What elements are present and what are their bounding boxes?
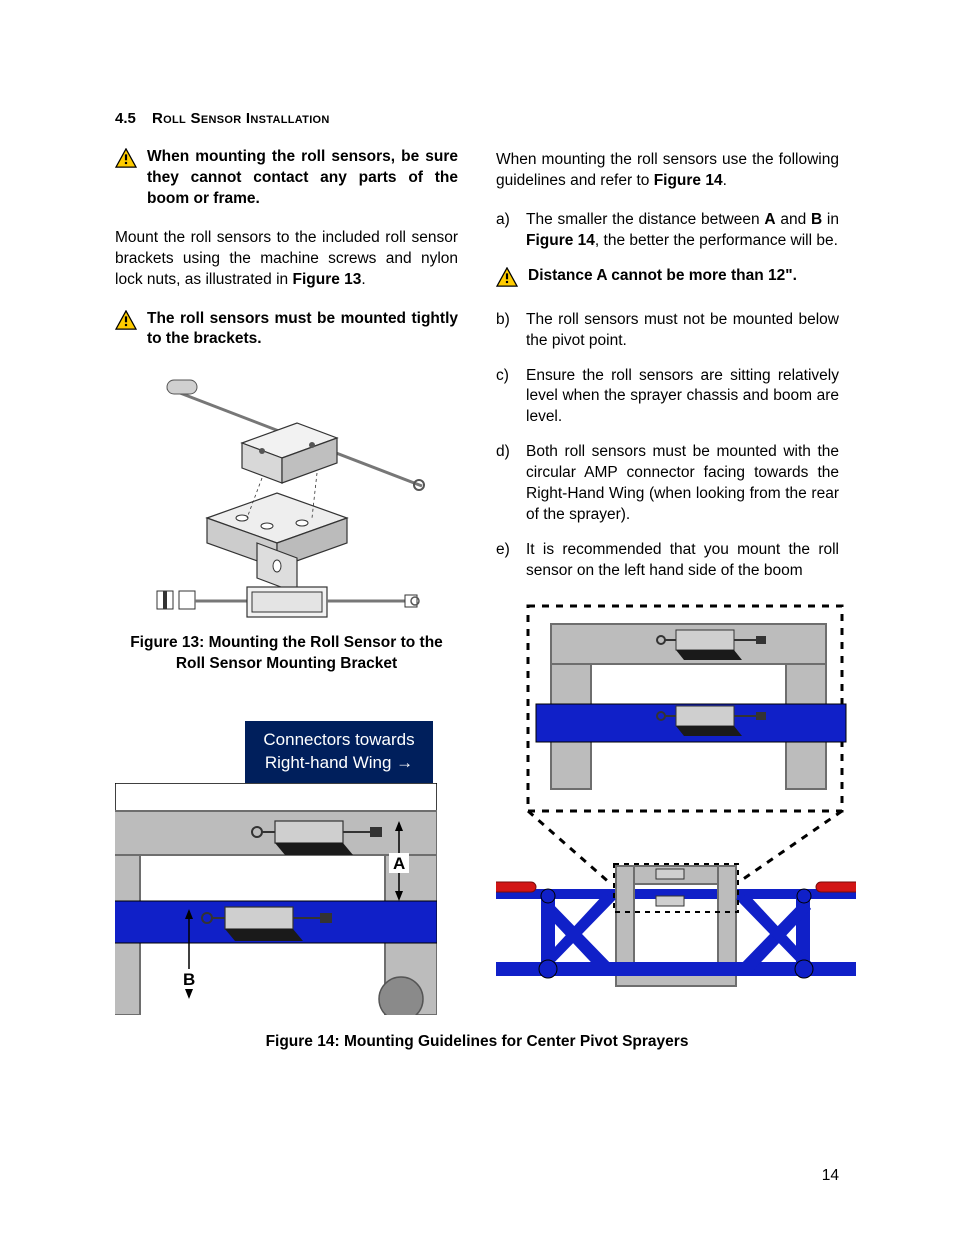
section-heading: 4.5 Roll Sensor Installation (115, 110, 458, 127)
list-item-e: e) It is recommended that you mount the … (496, 540, 839, 582)
list-body: It is recommended that you mount the rol… (526, 540, 839, 582)
warning-2-text: The roll sensors must be mounted tightly… (147, 309, 458, 351)
figure-13-caption: Figure 13: Mounting the Roll Sensor to t… (115, 633, 458, 675)
list-marker: d) (496, 442, 516, 526)
list-body: The smaller the distance between A and B… (526, 210, 839, 252)
list-item-d: d) Both roll sensors must be mounted wit… (496, 442, 839, 526)
list-marker: c) (496, 366, 516, 429)
right-column: When mounting the roll sensors use the f… (496, 110, 839, 1021)
para-text-end: . (361, 271, 365, 288)
figure-13 (115, 368, 458, 623)
figure-ref-14: Figure 14 (654, 172, 723, 189)
right-intro: When mounting the roll sensors use the f… (496, 150, 839, 192)
t: in (822, 211, 839, 228)
list-body: Both roll sensors must be mounted with t… (526, 442, 839, 526)
warning-3: Distance A cannot be more than 12". (496, 266, 839, 292)
list-item-b: b) The roll sensors must not be mounted … (496, 310, 839, 352)
list-body: The roll sensors must not be mounted bel… (526, 310, 839, 352)
list-item-a: a) The smaller the distance between A an… (496, 210, 839, 252)
warning-1: When mounting the roll sensors, be sure … (115, 147, 458, 210)
figure-14-left-detail: A B (115, 783, 458, 1020)
connector-label-line1: Connectors towards (263, 730, 414, 749)
dim-label-b: B (183, 970, 195, 989)
page-number: 14 (822, 1167, 839, 1185)
paragraph-mount: Mount the roll sensors to the included r… (115, 228, 458, 291)
list-marker: a) (496, 210, 516, 252)
warning-3-text: Distance A cannot be more than 12". (528, 266, 797, 292)
list-item-c: c) Ensure the roll sensors are sitting r… (496, 366, 839, 429)
warning-icon (115, 310, 137, 351)
section-title: Roll Sensor Installation (152, 110, 330, 127)
list-marker: e) (496, 540, 516, 582)
warning-icon (496, 267, 518, 292)
list-body: Ensure the roll sensors are sitting rela… (526, 366, 839, 429)
figure-14-caption: Figure 14: Mounting Guidelines for Cente… (115, 1033, 839, 1051)
left-column: 4.5 Roll Sensor Installation When mounti… (115, 110, 458, 1021)
b: B (811, 211, 822, 228)
figure-ref: Figure 13 (292, 271, 361, 288)
intro-end: . (723, 172, 727, 189)
t: , the better the performance will be. (595, 232, 838, 249)
dim-label-a: A (393, 854, 405, 873)
b: A (764, 211, 775, 228)
section-number: 4.5 (115, 110, 136, 127)
t: The smaller the distance between (526, 211, 764, 228)
connector-label-line2: Right-hand Wing → (265, 753, 413, 772)
b: Figure 14 (526, 232, 595, 249)
list-marker: b) (496, 310, 516, 352)
t: and (776, 211, 811, 228)
guidelines-list: a) The smaller the distance between A an… (496, 210, 839, 582)
para-text: Mount the roll sensors to the included r… (115, 229, 458, 288)
two-column-layout: 4.5 Roll Sensor Installation When mounti… (115, 110, 839, 1021)
warning-2: The roll sensors must be mounted tightly… (115, 309, 458, 351)
connector-direction-label: Connectors towards Right-hand Wing → (245, 721, 433, 783)
warning-icon (115, 148, 137, 210)
figure-14-right (496, 596, 839, 1021)
warning-1-text: When mounting the roll sensors, be sure … (147, 147, 458, 210)
